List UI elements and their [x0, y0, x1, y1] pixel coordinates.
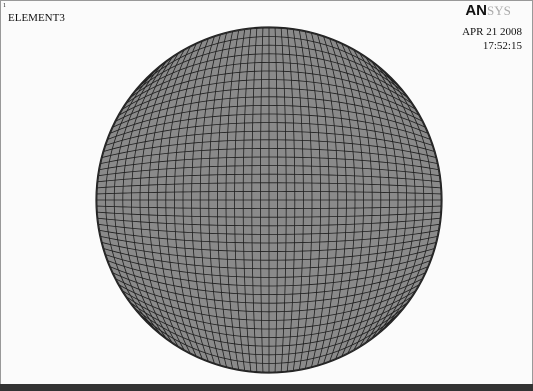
logo-an: AN [465, 2, 487, 19]
time: 17:52:15 [483, 40, 523, 52]
window-number: 1 [3, 3, 6, 9]
date: APR 21 2008 [462, 26, 522, 38]
element-title: ELEMENT3 [8, 12, 65, 24]
logo-sys: SYS [487, 3, 511, 18]
bottom-edge [0, 384, 533, 391]
ansys-window: 1 ELEMENT3 AN SYS APR 21 2008 17:52:15 [0, 0, 533, 391]
